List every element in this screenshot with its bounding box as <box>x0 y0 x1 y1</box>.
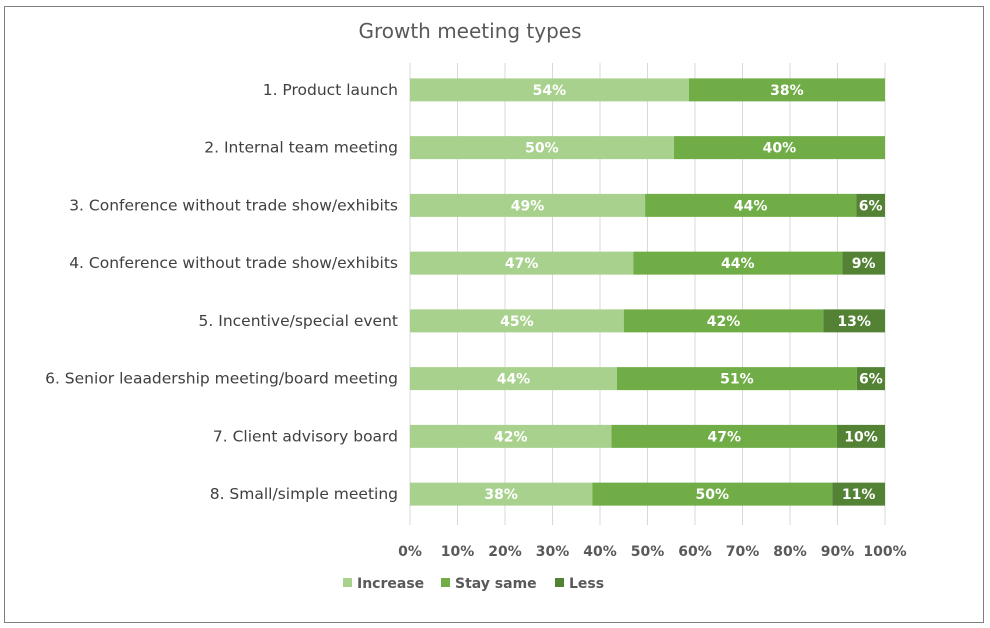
bar-segment-stay-same <box>616 367 857 391</box>
gridlines <box>409 63 886 525</box>
data-label: 47% <box>708 429 742 445</box>
legend-swatch <box>441 578 450 587</box>
data-label: 9% <box>852 256 876 272</box>
data-label: 38% <box>770 83 804 99</box>
data-label: 10% <box>844 429 878 445</box>
data-label: 54% <box>533 83 567 99</box>
bar-segment-less <box>832 482 885 506</box>
legend-label: Stay same <box>455 576 537 592</box>
x-tick-label: 30% <box>536 544 570 560</box>
category-label: 3. Conference without trade show/exhibit… <box>69 196 398 214</box>
x-tick-label: 40% <box>583 544 617 560</box>
bar-segment-less <box>823 309 885 333</box>
data-label: 50% <box>525 141 559 157</box>
category-label: 7. Client advisory board <box>213 427 398 445</box>
data-label: 51% <box>720 372 754 388</box>
data-label: 44% <box>721 256 755 272</box>
category-label: 6. Senior leaadership meeting/board meet… <box>45 370 398 388</box>
x-tick-label: 60% <box>678 544 712 560</box>
data-label: 6% <box>859 372 883 388</box>
category-label: 8. Small/simple meeting <box>210 485 398 503</box>
x-axis-ticks: 0% 10% 20% 30% 40% 50% 60% 70% 80% 90% 100% <box>398 544 907 560</box>
bar-segment-stay-same <box>592 482 833 506</box>
bar-segment-less <box>856 367 885 391</box>
data-label: 42% <box>707 314 741 330</box>
data-label: 50% <box>696 487 730 503</box>
x-tick-label: 20% <box>488 544 522 560</box>
legend-label: Less <box>569 576 604 592</box>
x-tick-label: 70% <box>726 544 760 560</box>
bar-segment-stay-same <box>673 136 885 160</box>
x-tick-label: 100% <box>863 544 906 560</box>
data-label: 44% <box>734 198 768 214</box>
bar-segment-less <box>856 193 885 217</box>
category-label: 5. Incentive/special event <box>199 312 398 330</box>
data-label: 45% <box>500 314 534 330</box>
data-label: 38% <box>484 487 518 503</box>
x-tick-label: 10% <box>441 544 475 560</box>
legend-swatch <box>555 578 564 587</box>
x-tick-label: 50% <box>631 544 665 560</box>
bar-segment-increase <box>410 251 634 275</box>
data-label: 11% <box>842 487 876 503</box>
legend-label: Increase <box>357 576 424 592</box>
data-label: 47% <box>505 256 539 272</box>
bar-segment-increase <box>410 309 624 333</box>
category-label: 1. Product launch <box>263 81 398 99</box>
x-tick-label: 80% <box>773 544 807 560</box>
category-label: 4. Conference without trade show/exhibit… <box>69 254 398 272</box>
bar-segment-less <box>842 251 885 275</box>
data-label: 49% <box>511 198 545 214</box>
data-label: 42% <box>494 429 528 445</box>
bar-segment-stay-same <box>688 78 885 102</box>
bar-segment-stay-same <box>633 251 843 275</box>
chart-title: Growth meeting types <box>358 19 581 43</box>
bar-segment-increase <box>410 367 617 391</box>
data-label: 13% <box>837 314 871 330</box>
bars: 54% 38% 50% 40% 49% 44% 6% 47% 44% 9% 45% 42% 13% 44%… <box>410 78 885 506</box>
legend: Increase Stay same Less <box>343 576 604 592</box>
bar-segment-increase <box>410 193 646 217</box>
bar-segment-increase <box>410 424 612 448</box>
bar-segment-stay-same <box>645 193 857 217</box>
data-label: 6% <box>859 198 883 214</box>
bar-segment-increase <box>410 78 689 102</box>
data-label: 44% <box>497 372 531 388</box>
category-label: 2. Internal team meeting <box>204 139 398 157</box>
bar-segment-increase <box>410 136 674 160</box>
data-label: 40% <box>763 141 797 157</box>
bar-segment-increase <box>410 482 593 506</box>
category-labels: 1. Product launch 2. Internal team meetin… <box>45 81 398 503</box>
x-tick-label: 0% <box>398 544 422 560</box>
x-tick-label: 90% <box>821 544 855 560</box>
bar-segment-stay-same <box>623 309 824 333</box>
bar-segment-less <box>837 424 885 448</box>
legend-swatch <box>343 578 352 587</box>
bar-segment-stay-same <box>611 424 838 448</box>
